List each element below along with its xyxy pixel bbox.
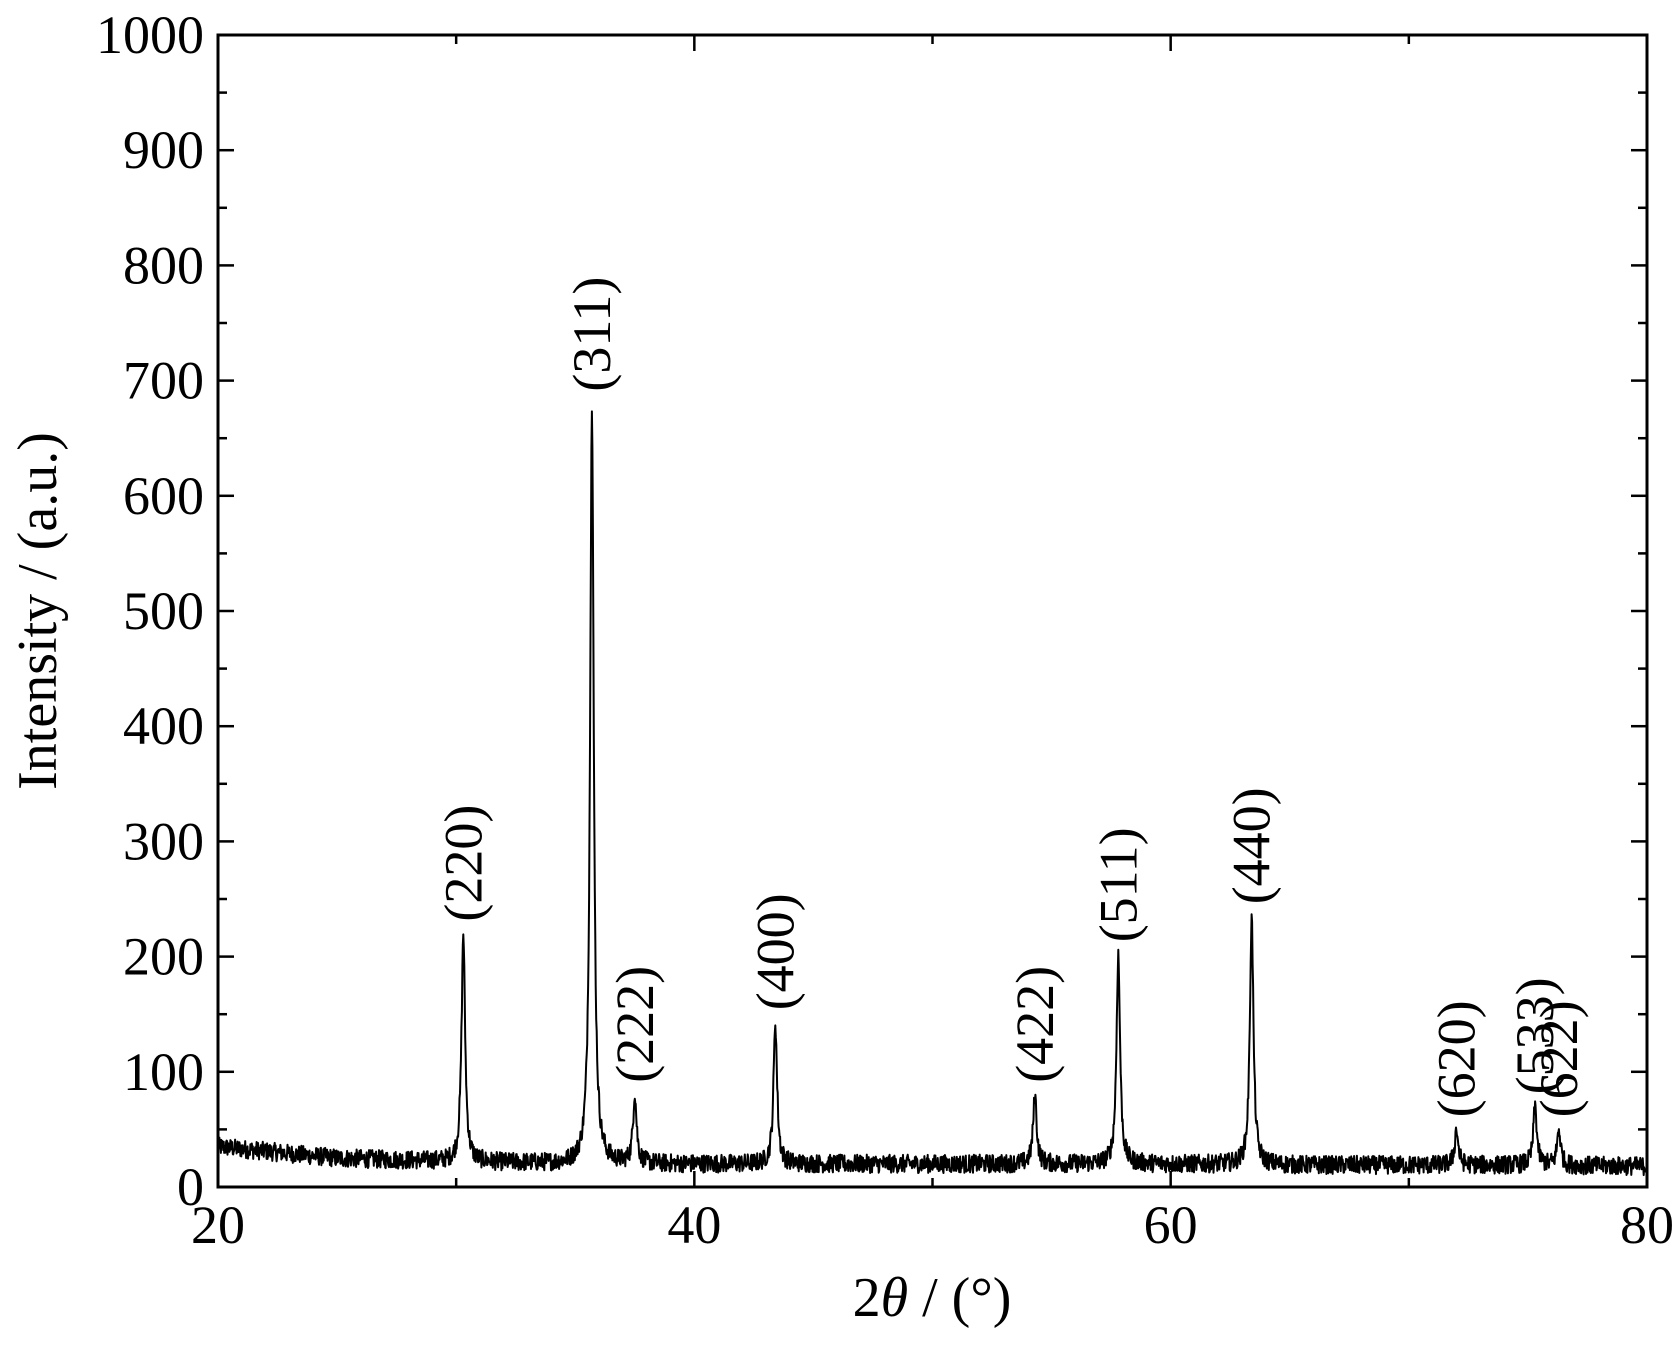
x-tick-label: 40 xyxy=(667,1195,721,1255)
peak-label: (422) xyxy=(1005,966,1065,1083)
y-tick-label: 100 xyxy=(123,1042,204,1102)
x-axis-title-symbol: θ xyxy=(881,1267,909,1329)
y-tick-label: 500 xyxy=(123,581,204,641)
y-tick-label: 1000 xyxy=(96,5,204,65)
peak-label: (222) xyxy=(605,966,665,1083)
y-tick-label: 300 xyxy=(123,811,204,871)
peak-label: (620) xyxy=(1427,1000,1487,1117)
peak-label: (440) xyxy=(1222,787,1282,904)
axis-ticks xyxy=(216,33,1649,1189)
y-tick-label: 900 xyxy=(123,120,204,180)
y-tick-label: 800 xyxy=(123,235,204,295)
diffraction-pattern-line xyxy=(217,410,1648,1177)
x-tick-label: 80 xyxy=(1620,1195,1674,1255)
x-axis-title: 2θ / (°) xyxy=(853,1267,1012,1329)
peak-label: (400) xyxy=(745,893,805,1010)
y-tick-label: 200 xyxy=(123,927,204,987)
peak-label: (311) xyxy=(562,277,622,392)
peak-labels: (220) (311) (222) (400) (422) (511) (440) (620)… xyxy=(433,277,1589,1118)
peak-label: (220) xyxy=(433,805,493,922)
peak-label: (533) xyxy=(1505,977,1565,1094)
x-tick-label: 20 xyxy=(191,1195,245,1255)
x-axis-title-prefix: 2 xyxy=(853,1267,881,1329)
x-axis-title-suffix: / (°) xyxy=(908,1267,1011,1329)
y-axis-title: Intensity / (a.u.) xyxy=(7,432,69,790)
peak-label: (511) xyxy=(1088,827,1148,942)
y-tick-label: 700 xyxy=(123,351,204,411)
y-tick-label: 400 xyxy=(123,696,204,756)
y-tick-label: 0 xyxy=(177,1157,204,1217)
x-tick-label: 60 xyxy=(1144,1195,1198,1255)
y-tick-label: 600 xyxy=(123,466,204,526)
peak-label: (622) xyxy=(1529,1000,1589,1117)
